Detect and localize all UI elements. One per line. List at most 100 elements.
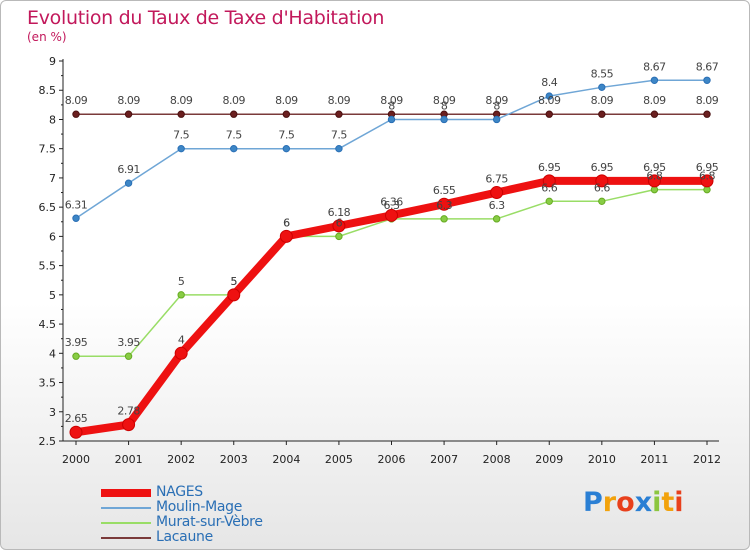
data-label-lacaune: 8.09 [485, 94, 508, 107]
data-point-murat-sur-v-bre [598, 197, 606, 206]
data-label-murat-sur-v-bre: 6.3 [436, 199, 452, 212]
data-label-moulin-mage: 8.55 [591, 67, 614, 80]
x-tick-label: 2008 [483, 453, 511, 466]
data-label-moulin-mage: 6.31 [65, 198, 88, 211]
data-point-moulin-mage [650, 76, 659, 84]
data-point-nages [69, 425, 83, 439]
data-point-murat-sur-v-bre [72, 352, 80, 360]
data-label-nages: 2.65 [65, 412, 88, 425]
data-point-lacaune [230, 110, 238, 118]
chart-title: Evolution du Taux de Taxe d'Habitation [27, 7, 385, 29]
y-tick-label: 5.5 [39, 260, 57, 273]
y-tick-label: 4.5 [39, 318, 57, 331]
x-tick-label: 2002 [167, 453, 195, 466]
y-tick-label: 7 [49, 172, 56, 185]
legend-label: Murat-sur-Vèbre [156, 514, 263, 530]
data-point-murat-sur-v-bre [440, 215, 448, 223]
logo-letter: i [674, 487, 684, 518]
data-point-moulin-mage [387, 115, 396, 124]
legend-swatch [101, 522, 151, 524]
legend-label: NAGES [156, 484, 203, 500]
data-label-lacaune: 8.09 [170, 94, 193, 107]
y-tick-label: 2.5 [39, 435, 57, 448]
x-tick-label: 2003 [220, 453, 248, 466]
data-point-nages [437, 197, 451, 211]
legend-swatch [101, 489, 151, 497]
data-point-moulin-mage [545, 92, 553, 100]
data-label-nages: 6.75 [485, 173, 508, 186]
series-layer [69, 76, 714, 439]
x-tick-label: 2010 [588, 453, 616, 466]
data-label-murat-sur-v-bre: 3.95 [65, 336, 88, 349]
y-tick-label: 7.5 [39, 143, 57, 156]
y-tick-label: 9 [49, 55, 56, 68]
logo-letter: r [602, 487, 617, 518]
data-label-murat-sur-v-bre: 5 [178, 275, 185, 288]
x-tick-label: 2006 [378, 453, 406, 466]
data-label-nages: 5 [231, 275, 238, 288]
data-label-nages: 4 [178, 333, 185, 346]
data-point-moulin-mage [335, 144, 343, 153]
y-axis-unit: (en %) [27, 30, 67, 44]
y-tick-label: 3.5 [39, 377, 57, 390]
data-label-murat-sur-v-bre: 6.8 [646, 170, 662, 183]
data-point-murat-sur-v-bre [650, 185, 659, 194]
data-point-lacaune [124, 110, 133, 118]
data-point-nages [490, 186, 504, 200]
y-tick-label: 4 [49, 347, 56, 360]
logo-letter: t [661, 487, 675, 518]
logo-letter: o [616, 487, 635, 518]
data-label-lacaune: 8.09 [117, 94, 140, 107]
y-tick-label: 8 [49, 113, 56, 126]
data-point-nages [385, 208, 398, 222]
data-point-moulin-mage [440, 115, 448, 124]
data-point-lacaune [72, 110, 80, 118]
data-label-moulin-mage: 8 [493, 99, 500, 112]
data-label-moulin-mage: 7.5 [173, 129, 189, 142]
data-point-lacaune [282, 110, 291, 118]
data-label-nages: 6.95 [538, 161, 561, 174]
data-point-nages [174, 346, 188, 360]
data-point-nages [227, 288, 241, 302]
data-label-nages: 6.55 [433, 184, 456, 197]
data-point-nages [332, 219, 346, 233]
data-label-nages: 6 [283, 216, 290, 229]
data-label-moulin-mage: 8.67 [643, 60, 666, 73]
data-label-lacaune: 8.09 [538, 94, 561, 107]
data-label-murat-sur-v-bre: 6.8 [699, 170, 715, 183]
legend-swatch [101, 537, 151, 539]
data-label-lacaune: 8.09 [275, 94, 298, 107]
data-point-moulin-mage [598, 83, 606, 92]
data-point-nages [279, 229, 293, 243]
x-tick-label: 2012 [693, 453, 721, 466]
x-tick-label: 2001 [115, 453, 143, 466]
logo-letter: i [652, 487, 662, 518]
data-label-nages: 6.18 [328, 206, 351, 219]
data-point-murat-sur-v-bre [177, 291, 185, 299]
axes: 2.5 3 3.5 4 4.5 5 5.5 6 6.5 7 7.5 8 8.5 9 2000 2001 2002… [39, 55, 722, 466]
data-label-lacaune: 8.09 [591, 94, 614, 107]
proxiti-logo: Proxiti [583, 487, 684, 518]
data-label-murat-sur-v-bre: 6.3 [384, 199, 400, 212]
y-tick-label: 8.5 [39, 84, 57, 97]
data-point-lacaune [545, 110, 553, 118]
legend-label: Moulin-Mage [156, 499, 243, 515]
data-label-moulin-mage: 8.4 [541, 76, 557, 89]
logo-letter: x [634, 487, 653, 518]
data-label-nages: 6.95 [643, 161, 666, 174]
data-label-moulin-mage: 6.91 [117, 163, 140, 176]
data-point-lacaune [335, 110, 343, 118]
data-label-murat-sur-v-bre: 6 [283, 216, 290, 229]
data-point-moulin-mage [177, 144, 185, 153]
x-tick-label: 2009 [535, 453, 563, 466]
y-tick-label: 5 [49, 289, 56, 302]
data-point-nages [542, 174, 556, 188]
data-point-lacaune [703, 110, 711, 118]
data-label-moulin-mage: 7.5 [226, 129, 242, 142]
data-label-nages: 6.36 [380, 195, 403, 208]
data-point-nages [700, 174, 714, 188]
data-point-nages [122, 418, 136, 432]
data-label-nages: 6.95 [696, 161, 719, 174]
data-point-murat-sur-v-bre [335, 232, 343, 241]
